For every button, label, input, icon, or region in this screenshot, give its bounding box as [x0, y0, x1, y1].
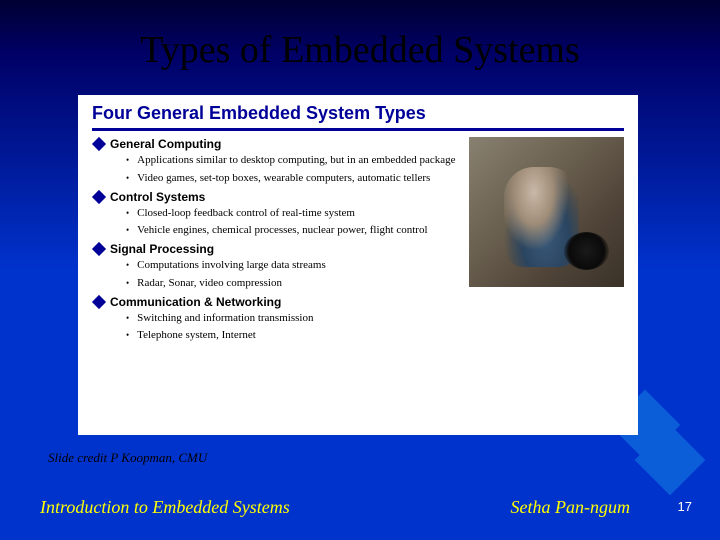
- slide-number: 17: [678, 499, 692, 514]
- system-type-block: Communication & Networking • Switching an…: [92, 295, 461, 344]
- dot-bullet-icon: •: [126, 259, 129, 271]
- footer-author: Setha Pan-ngum: [511, 497, 630, 518]
- sub-item-text: Video games, set-top boxes, wearable com…: [137, 172, 430, 186]
- image-column: [469, 137, 624, 347]
- type-label: General Computing: [110, 137, 221, 151]
- sub-item-text: Computations involving large data stream…: [137, 259, 326, 273]
- embedded-content-panel: Four General Embedded System Types Gener…: [78, 95, 638, 435]
- sub-item-text: Closed-loop feedback control of real-tim…: [137, 207, 355, 221]
- diamond-bullet-icon: [92, 294, 106, 308]
- dot-bullet-icon: •: [126, 154, 129, 166]
- diamond-bullet-icon: [92, 137, 106, 151]
- type-label: Signal Processing: [110, 242, 214, 256]
- system-type-block: Signal Processing • Computations involvin…: [92, 242, 461, 291]
- sub-item-text: Applications similar to desktop computin…: [137, 154, 455, 168]
- dot-bullet-icon: •: [126, 312, 129, 324]
- dot-bullet-icon: •: [126, 224, 129, 236]
- footer-course-title: Introduction to Embedded Systems: [40, 497, 290, 518]
- dot-bullet-icon: •: [126, 329, 129, 341]
- diamond-bullet-icon: [92, 242, 106, 256]
- type-label: Control Systems: [110, 190, 205, 204]
- panel-heading: Four General Embedded System Types: [92, 103, 624, 131]
- system-type-block: Control Systems • Closed-loop feedback co…: [92, 190, 461, 239]
- diamond-bullet-icon: [92, 189, 106, 203]
- sub-item-text: Radar, Sonar, video compression: [137, 277, 282, 291]
- panel-content-row: General Computing • Applications similar …: [92, 137, 624, 347]
- dot-bullet-icon: •: [126, 277, 129, 289]
- slide-credit: Slide credit P Koopman, CMU: [48, 450, 207, 466]
- sub-item-text: Vehicle engines, chemical processes, nuc…: [137, 224, 427, 238]
- illustrative-photo: [469, 137, 624, 287]
- dot-bullet-icon: •: [126, 207, 129, 219]
- sub-item-text: Telephone system, Internet: [137, 329, 256, 343]
- sub-item-text: Switching and information transmission: [137, 312, 313, 326]
- dot-bullet-icon: •: [126, 172, 129, 184]
- system-type-block: General Computing • Applications similar …: [92, 137, 461, 186]
- type-label: Communication & Networking: [110, 295, 281, 309]
- slide-title: Types of Embedded Systems: [0, 0, 720, 72]
- text-column: General Computing • Applications similar …: [92, 137, 461, 347]
